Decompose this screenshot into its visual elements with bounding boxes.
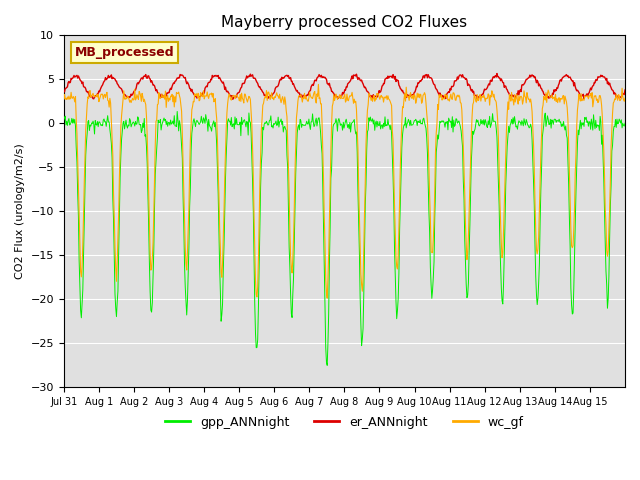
- Title: Mayberry processed CO2 Fluxes: Mayberry processed CO2 Fluxes: [221, 15, 467, 30]
- Text: MB_processed: MB_processed: [75, 46, 175, 59]
- Legend: gpp_ANNnight, er_ANNnight, wc_gf: gpp_ANNnight, er_ANNnight, wc_gf: [160, 410, 529, 433]
- Y-axis label: CO2 Flux (urology/m2/s): CO2 Flux (urology/m2/s): [15, 144, 25, 279]
